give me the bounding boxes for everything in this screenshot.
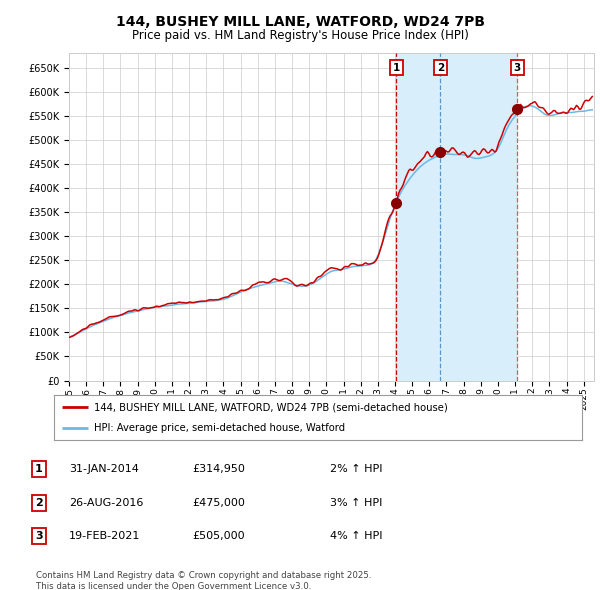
Text: £475,000: £475,000: [192, 498, 245, 507]
Text: 3% ↑ HPI: 3% ↑ HPI: [330, 498, 382, 507]
Text: 144, BUSHEY MILL LANE, WATFORD, WD24 7PB: 144, BUSHEY MILL LANE, WATFORD, WD24 7PB: [115, 15, 485, 29]
Text: £505,000: £505,000: [192, 532, 245, 541]
Text: 4% ↑ HPI: 4% ↑ HPI: [330, 532, 383, 541]
Text: Contains HM Land Registry data © Crown copyright and database right 2025.
This d: Contains HM Land Registry data © Crown c…: [36, 571, 371, 590]
Text: £314,950: £314,950: [192, 464, 245, 474]
Text: 2% ↑ HPI: 2% ↑ HPI: [330, 464, 383, 474]
Text: 1: 1: [35, 464, 43, 474]
Text: 19-FEB-2021: 19-FEB-2021: [69, 532, 140, 541]
Text: 26-AUG-2016: 26-AUG-2016: [69, 498, 143, 507]
Text: 2: 2: [437, 63, 444, 73]
Text: 3: 3: [35, 532, 43, 541]
Bar: [396, 53, 517, 381]
Text: 2: 2: [35, 498, 43, 507]
Text: HPI: Average price, semi-detached house, Watford: HPI: Average price, semi-detached house,…: [94, 422, 345, 432]
Text: 31-JAN-2014: 31-JAN-2014: [69, 464, 139, 474]
Text: Price paid vs. HM Land Registry's House Price Index (HPI): Price paid vs. HM Land Registry's House …: [131, 30, 469, 42]
Text: 1: 1: [392, 63, 400, 73]
Text: 144, BUSHEY MILL LANE, WATFORD, WD24 7PB (semi-detached house): 144, BUSHEY MILL LANE, WATFORD, WD24 7PB…: [94, 402, 448, 412]
Text: 3: 3: [514, 63, 521, 73]
